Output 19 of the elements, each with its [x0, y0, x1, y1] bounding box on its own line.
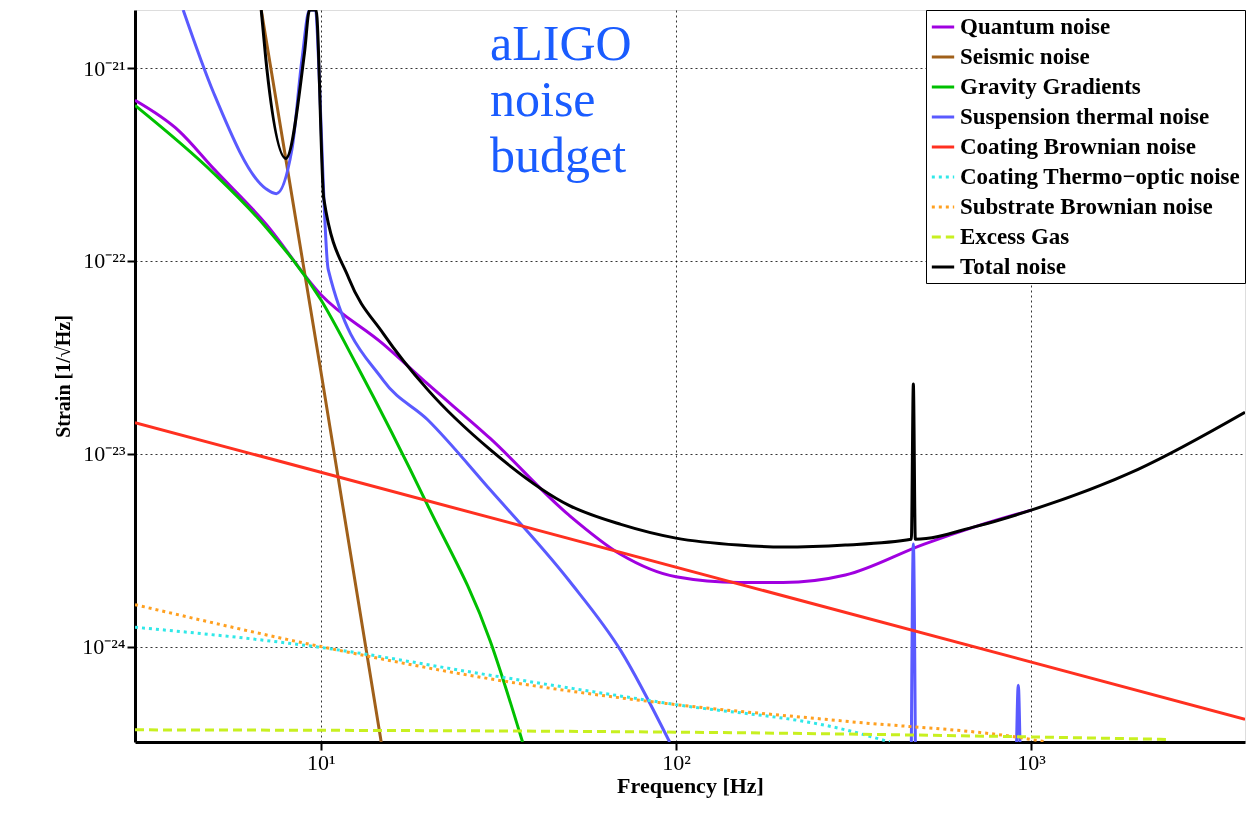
y-axis-title: Strain [1/√Hz] — [52, 315, 75, 438]
legend-label: Coating Thermo−optic noise — [960, 164, 1240, 189]
legend-label: Suspension thermal noise — [960, 104, 1210, 129]
legend-label: Coating Brownian noise — [960, 134, 1197, 159]
legend-label: Excess Gas — [960, 224, 1070, 249]
y-tick-label: 10⁻²⁴ — [82, 634, 126, 660]
x-tick-label: 10² — [662, 749, 692, 775]
y-tick-label: 10⁻²² — [83, 248, 126, 274]
x-tick-label: 10¹ — [306, 749, 336, 775]
legend-label: Total noise — [960, 254, 1066, 279]
legend-label: Gravity Gradients — [960, 74, 1141, 99]
annotation: aLIGO noise budget — [490, 15, 632, 183]
y-tick-label: 10⁻²³ — [83, 441, 126, 467]
y-tick-label: 10⁻²¹ — [83, 55, 126, 81]
x-axis-title: Frequency [Hz] — [617, 772, 764, 798]
legend-label: Seismic noise — [960, 44, 1090, 69]
x-tick-label: 10³ — [1017, 749, 1047, 775]
legend-label: Quantum noise — [960, 14, 1111, 39]
legend-label: Substrate Brownian noise — [960, 194, 1213, 219]
